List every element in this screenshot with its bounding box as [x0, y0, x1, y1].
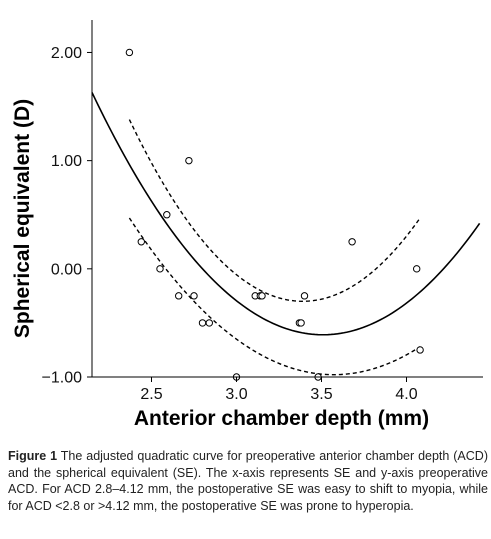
axes-layer [87, 20, 483, 382]
fit-curve-line [91, 92, 481, 336]
x-tick-label: 3.5 [310, 386, 332, 403]
x-tick-label: 3.0 [225, 386, 247, 403]
upper-confidence-curve [128, 119, 421, 302]
data-point [163, 211, 171, 219]
data-point [297, 319, 305, 327]
x-tick-label: 2.5 [140, 386, 162, 403]
figure-caption-label: Figure 1 [8, 449, 58, 463]
x-axis-title: Anterior chamber depth (mm) [134, 407, 429, 430]
data-point [300, 292, 309, 300]
data-point [190, 292, 198, 300]
data-point [413, 265, 421, 273]
data-point [137, 238, 146, 246]
y-tick-label: 0.00 [51, 261, 82, 278]
points-layer [125, 48, 424, 381]
x-tick-label: 4.0 [395, 386, 417, 403]
figure-caption-text: The adjusted quadratic curve for preoper… [8, 449, 488, 513]
y-tick-label: 2.00 [51, 45, 82, 62]
labels-layer: 2.5 3.0 3.5 4.0 2.00 1.00 0.00 −1.00 Anterior ch… [11, 45, 429, 430]
data-point [175, 292, 183, 300]
curves-layer [91, 92, 481, 376]
chart: 2.5 3.0 3.5 4.0 2.00 1.00 0.00 −1.00 Anterior ch… [11, 20, 483, 430]
y-axis-title: Spherical equivalent (D) [11, 99, 34, 338]
data-point [156, 265, 164, 273]
data-point [258, 292, 266, 300]
data-point [198, 319, 207, 327]
figure-caption: Figure 1 The adjusted quadratic curve fo… [8, 448, 488, 514]
data-point [205, 319, 214, 327]
y-tick-label: −1.00 [42, 370, 83, 387]
data-point [416, 346, 424, 354]
data-point [185, 156, 193, 165]
data-point [125, 48, 134, 57]
y-tick-label: 1.00 [51, 153, 82, 170]
data-point [348, 238, 356, 246]
